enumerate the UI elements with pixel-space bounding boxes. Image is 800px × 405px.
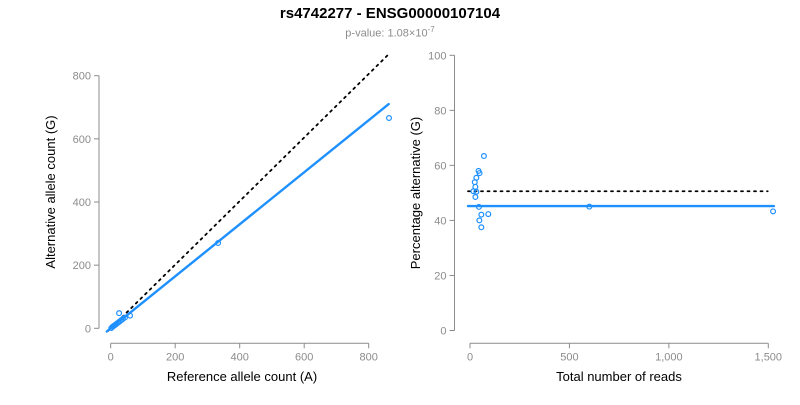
data-point [478, 211, 485, 218]
x-axis-title-right: Total number of reads [556, 369, 682, 384]
chart-subtitle: p-value: 1.08×10-7 [0, 25, 780, 40]
y-tick-label: 0 [85, 323, 91, 335]
data-point [475, 203, 482, 210]
x-tick-label: 800 [360, 351, 378, 363]
fit-line [105, 102, 390, 333]
data-point [485, 211, 492, 218]
data-point [476, 170, 483, 177]
pvalue-exponent: -7 [427, 25, 435, 34]
x-tick-label: 1,000 [655, 351, 683, 363]
data-point [215, 240, 222, 247]
figure-header: rs4742277 - ENSG00000107104 p-value: 1.0… [0, 5, 780, 40]
data-point [586, 203, 593, 210]
y-tick-label: 400 [73, 197, 91, 209]
y-tick-label: 0 [440, 326, 446, 338]
data-point [476, 217, 483, 224]
data-point [480, 153, 487, 160]
y-tick-label: 40 [434, 215, 446, 227]
data-point [116, 310, 123, 317]
data-point [471, 179, 478, 186]
data-point [470, 188, 477, 195]
plot-right: 0 20 40 60 80 100 0 500 1,000 1,500 Total number … [408, 50, 782, 384]
y-tick-label: 20 [434, 270, 446, 282]
data-point [478, 224, 485, 231]
chart-title: rs4742277 - ENSG00000107104 [279, 5, 501, 22]
x-tick-label: 400 [231, 351, 249, 363]
y-tick-label: 200 [73, 260, 91, 272]
y-tick-label: 600 [73, 134, 91, 146]
y-axis-title-right: Percentage alternative (G) [408, 117, 423, 269]
pvalue-text: p-value: 1.08×10 [345, 27, 428, 40]
plot-left: 0 200 400 600 800 0 200 400 600 800 Reference all… [43, 54, 393, 384]
x-axis-title-left: Reference allele count (A) [167, 369, 317, 384]
x-tick-label: 500 [560, 351, 578, 363]
plot-right-dynamic: 0 20 40 60 80 100 0 500 1,000 1,500 [428, 50, 782, 363]
data-point [386, 115, 393, 122]
identity-line [107, 54, 389, 332]
x-tick-label: 600 [295, 351, 313, 363]
y-tick-label: 100 [428, 50, 446, 62]
y-tick-label: 80 [434, 105, 446, 117]
data-point [472, 194, 479, 201]
y-axis-title-left: Alternative allele count (G) [43, 115, 58, 268]
data-point [127, 312, 134, 319]
data-point [121, 314, 128, 321]
y-tick-label: 60 [434, 160, 446, 172]
x-tick-label: 200 [166, 351, 184, 363]
x-tick-label: 0 [467, 351, 473, 363]
x-tick-label: 1,500 [755, 351, 783, 363]
plot-left-dynamic: 0 200 400 600 800 0 200 400 600 800 [73, 54, 393, 363]
data-point [770, 208, 777, 215]
x-tick-label: 0 [108, 351, 114, 363]
y-tick-label: 800 [73, 71, 91, 83]
